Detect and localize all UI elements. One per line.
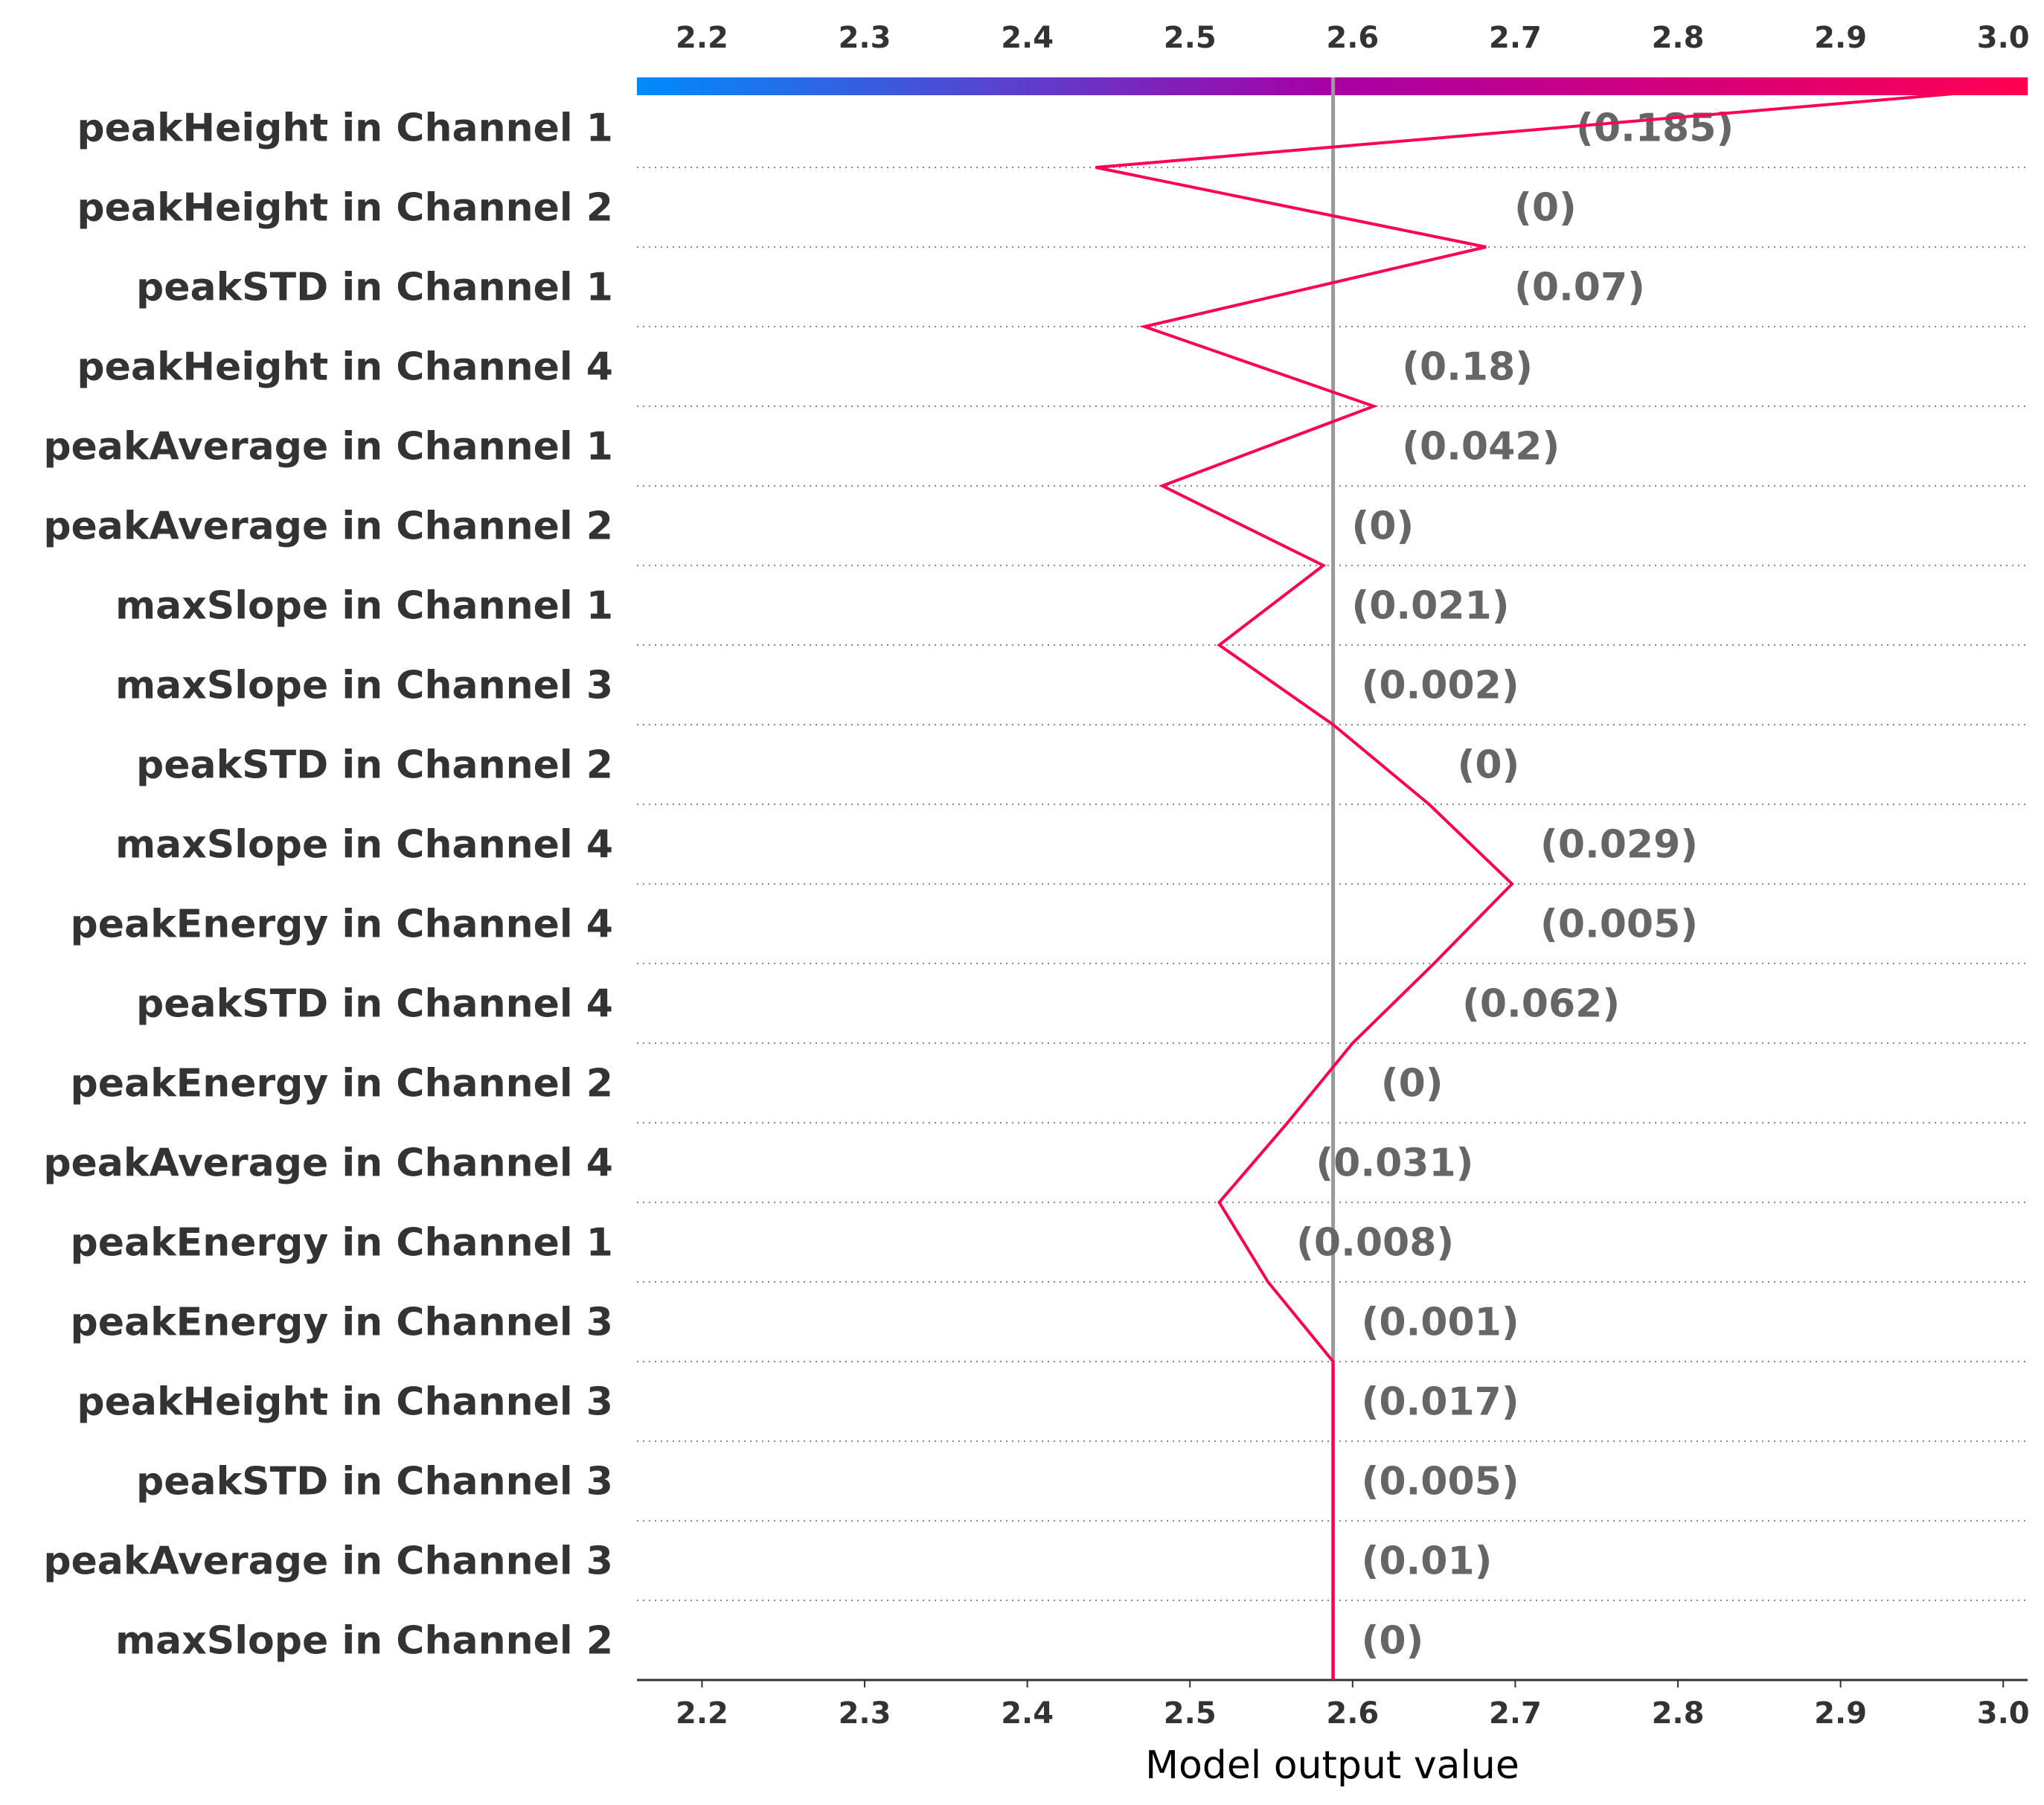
x-tick-label-bottom: 2.6 — [1326, 1696, 1379, 1731]
x-tick-label-bottom: 2.9 — [1814, 1696, 1867, 1731]
feature-label: peakSTD in Channel 2 — [136, 743, 613, 788]
x-tick-label-bottom: 2.5 — [1164, 1696, 1217, 1731]
feature-label: peakHeight in Channel 1 — [77, 106, 613, 151]
feature-label: peakEnergy in Channel 3 — [71, 1301, 613, 1345]
feature-value-label: (0.07) — [1514, 266, 1645, 310]
feature-value-label: (0.005) — [1540, 902, 1698, 947]
x-tick-label-top: 3.0 — [1977, 21, 2030, 55]
feature-labels: peakHeight in Channel 1 peakHeight in Cha… — [43, 106, 613, 1664]
feature-value-label: (0.031) — [1316, 1141, 1473, 1186]
feature-label: peakEnergy in Channel 1 — [71, 1221, 613, 1266]
feature-label: peakHeight in Channel 3 — [77, 1380, 613, 1425]
feature-value-label: (0.005) — [1362, 1460, 1519, 1504]
feature-label: peakEnergy in Channel 2 — [71, 1062, 613, 1106]
x-tick-label-top: 2.4 — [1001, 21, 1054, 55]
x-tick-label-bottom: 2.2 — [676, 1696, 728, 1731]
feature-label: maxSlope in Channel 2 — [115, 1619, 613, 1664]
feature-value-label: (0.18) — [1402, 345, 1533, 390]
feature-label: maxSlope in Channel 1 — [115, 584, 613, 629]
decision-path-line — [1095, 86, 2023, 1680]
feature-value-label: (0.008) — [1296, 1221, 1454, 1266]
x-tick-label-top: 2.5 — [1164, 21, 1217, 55]
x-axis-label: Model output value — [1145, 1743, 1519, 1788]
feature-value-label: (0) — [1514, 186, 1577, 231]
feature-value-label: (0.002) — [1362, 664, 1519, 708]
feature-label: peakHeight in Channel 2 — [77, 186, 613, 231]
feature-value-label: (0.001) — [1362, 1301, 1519, 1345]
x-tick-label-bottom: 3.0 — [1977, 1696, 2030, 1731]
feature-value-label: (0.029) — [1540, 823, 1698, 868]
x-tick-label-bottom: 2.4 — [1001, 1696, 1054, 1731]
feature-label: peakAverage in Channel 4 — [43, 1141, 613, 1186]
feature-label: peakAverage in Channel 2 — [43, 504, 613, 549]
feature-value-label: (0.017) — [1362, 1380, 1519, 1425]
x-tick-label-top: 2.8 — [1652, 21, 1705, 55]
feature-label: peakSTD in Channel 3 — [136, 1460, 613, 1504]
x-axis-ticks: 2.2 2.2 2.3 2.3 2.4 2.4 2.5 2.5 2.6 2.6 2.7 2.7 2.8 2… — [676, 21, 2030, 1731]
feature-value-label: (0.042) — [1402, 425, 1560, 469]
feature-label: peakEnergy in Channel 4 — [71, 902, 613, 947]
feature-label: peakAverage in Channel 3 — [43, 1539, 613, 1584]
feature-label: peakSTD in Channel 4 — [136, 982, 613, 1027]
feature-value-label: (0.185) — [1576, 106, 1734, 151]
feature-label: peakHeight in Channel 4 — [77, 345, 613, 390]
x-tick-label-bottom: 2.3 — [839, 1696, 891, 1731]
feature-value-label: (0) — [1381, 1062, 1444, 1106]
feature-value-label: (0.01) — [1362, 1539, 1493, 1584]
feature-value-label: (0.062) — [1462, 982, 1620, 1027]
x-tick-label-top: 2.2 — [676, 21, 728, 55]
feature-label: peakSTD in Channel 1 — [136, 266, 613, 310]
x-tick-label-top: 2.9 — [1814, 21, 1867, 55]
x-tick-label-bottom: 2.8 — [1652, 1696, 1705, 1731]
feature-value-label: (0.021) — [1351, 584, 1509, 629]
feature-label: peakAverage in Channel 1 — [43, 425, 613, 469]
feature-value-label: (0) — [1351, 504, 1414, 549]
x-tick-label-top: 2.6 — [1326, 21, 1379, 55]
x-tick-label-bottom: 2.7 — [1489, 1696, 1542, 1731]
x-tick-label-top: 2.3 — [839, 21, 891, 55]
x-tick-label-top: 2.7 — [1489, 21, 1542, 55]
feature-value-label: (0) — [1362, 1619, 1424, 1664]
feature-label: maxSlope in Channel 3 — [115, 664, 613, 708]
feature-value-label: (0) — [1458, 743, 1520, 788]
feature-label: maxSlope in Channel 4 — [115, 823, 613, 868]
